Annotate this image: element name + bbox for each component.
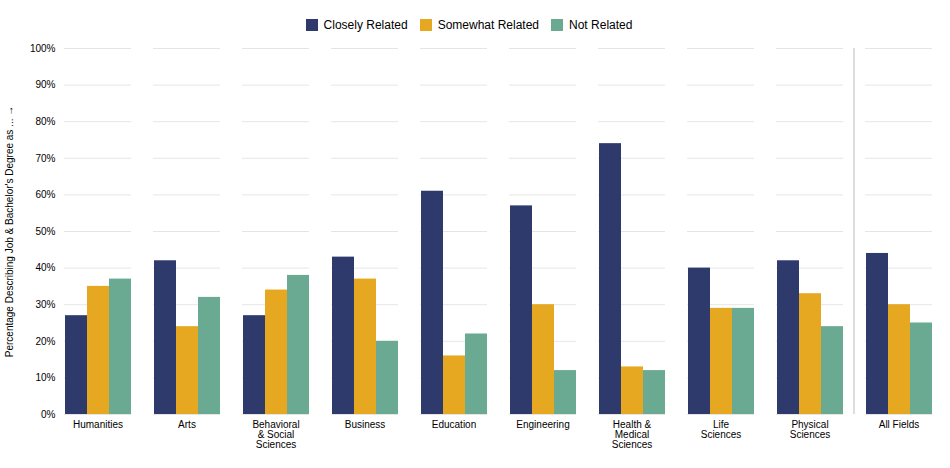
svg-text:Arts: Arts [178,419,196,430]
svg-text:PhysicalSciences: PhysicalSciences [790,419,831,440]
svg-text:Percentage Describing Job & Ba: Percentage Describing Job & Bachelor's D… [4,106,15,357]
svg-text:Engineering: Engineering [516,419,569,430]
html-text:Closely Related: Closely Related [323,17,408,32]
svg-text:Business: Business [345,419,386,430]
svg-text:All Fields: All Fields [879,419,920,430]
svg-text:100%: 100% [30,43,56,54]
svg-text:Education: Education [432,419,476,430]
svg-text:Health &MedicalSciences: Health &MedicalSciences [612,419,653,450]
svg-text:70%: 70% [35,153,55,164]
svg-text:Behavioral& SocialSciences: Behavioral& SocialSciences [252,419,299,450]
svg-text:0%: 0% [41,409,56,420]
svg-text:50%: 50% [35,226,55,237]
svg-text:80%: 80% [35,116,55,127]
html-text:Not Related: Not Related [569,17,633,32]
svg-text:60%: 60% [35,189,55,200]
svg-text:30%: 30% [35,299,55,310]
svg-text:20%: 20% [35,336,55,347]
svg-text:90%: 90% [35,79,55,90]
svg-text:LifeSciences: LifeSciences [701,419,742,440]
svg-text:10%: 10% [35,372,55,383]
html-text:Somewhat Related: Somewhat Related [437,17,539,32]
svg-text:40%: 40% [35,262,55,273]
svg-text:Humanities: Humanities [73,419,123,430]
